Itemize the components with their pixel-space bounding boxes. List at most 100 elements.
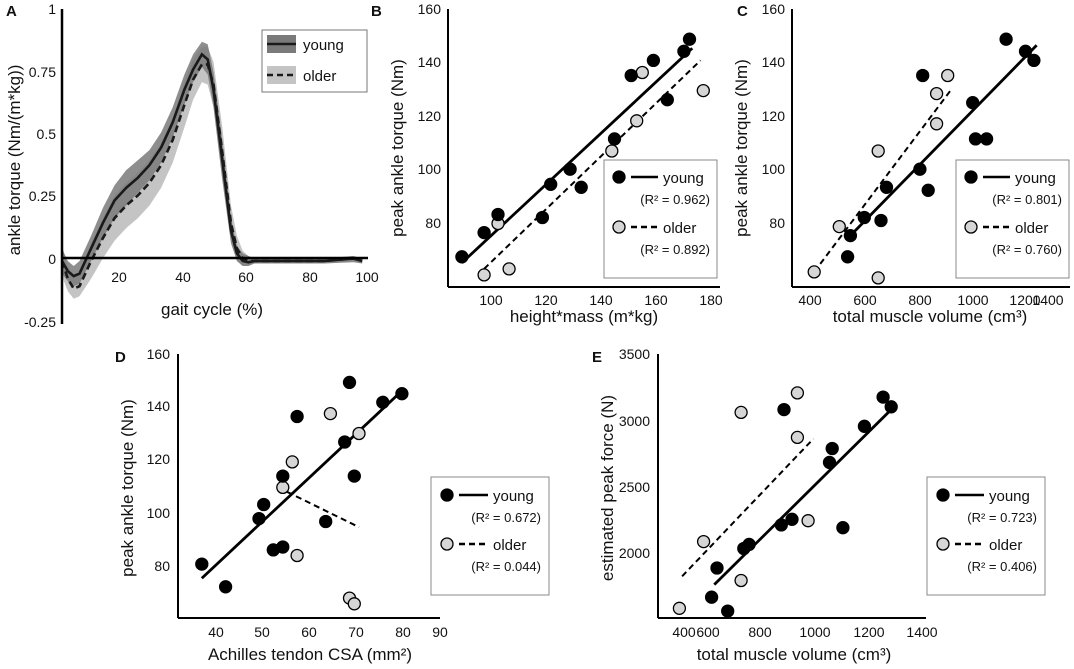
panel-d-series-layer xyxy=(195,375,409,611)
panel-e-young-point xyxy=(825,441,839,456)
panel-a-xtick-label: 100 xyxy=(355,269,379,285)
panel-e-young-point xyxy=(822,455,837,470)
panel-e-young-point xyxy=(710,561,724,575)
panel-a-xtick-label: 80 xyxy=(302,269,318,285)
panel-b-legend-young-marker xyxy=(612,170,626,184)
panel-c-xtick-label: 400 xyxy=(798,292,822,308)
panel-b-ytick-label: 160 xyxy=(418,1,442,17)
panel-a-ytick-label: 0.5 xyxy=(37,126,57,142)
panel-d-y-axis-label: peak ankle torque (Nm) xyxy=(118,399,137,577)
panel-d-ticks: 160 140 120 100 80 40 50 60 70 80 90 xyxy=(147,346,448,640)
panel-a-ticks: 1 0.75 0.5 0.25 0 -0.25 20 40 60 80 100 xyxy=(24,1,379,330)
panel-c-young-point xyxy=(843,228,858,243)
panel-b-ticks: 160 140 120 100 80 100 120 140 160 180 xyxy=(418,1,723,308)
panel-e-young-point xyxy=(777,402,791,417)
panel-e-young-fit-line xyxy=(713,408,893,586)
panel-c-older-point xyxy=(941,68,955,83)
panel-c-older-point xyxy=(929,86,944,101)
panel-a-ytick-label: -0.25 xyxy=(24,314,56,330)
panel-d-ytick-label: 100 xyxy=(147,505,171,521)
panel-b-young-point xyxy=(563,162,577,176)
panel-e-young-point xyxy=(742,537,756,552)
panel-b-legend: young (R² = 0.962) older (R² = 0.892) xyxy=(603,159,718,279)
panel-e-series-layer xyxy=(672,386,898,618)
panel-e-young-r2: (R² = 0.723) xyxy=(967,510,1037,525)
panel-e-young-point xyxy=(876,390,890,404)
panel-e-xtick-label: 600 xyxy=(696,624,720,640)
panel-e-young-point xyxy=(884,400,898,414)
panel-b-ytick-label: 80 xyxy=(425,215,441,231)
panel-c-ytick-label: 140 xyxy=(762,54,786,70)
panel-b-older-point xyxy=(635,65,649,80)
panel-c-young-point xyxy=(840,250,855,264)
panel-b-xtick-label: 140 xyxy=(589,292,613,308)
panel-c-older-point xyxy=(832,219,846,234)
panel-b-young-point xyxy=(574,180,588,194)
panel-e: E 3500 3000 2500 2000 400 600 800 1000 1… xyxy=(592,346,1046,664)
panel-a-legend: young older xyxy=(261,29,368,93)
panel-e-young-point xyxy=(774,518,788,532)
panel-b-older-r2: (R² = 0.892) xyxy=(640,242,710,257)
panel-e-y-axis-label: estimated peak force (N) xyxy=(598,395,617,581)
panel-d-older-point xyxy=(352,426,366,441)
panel-c-older-point xyxy=(871,144,885,158)
panel-c-young-r2: (R² = 0.801) xyxy=(992,192,1062,207)
panel-b-x-axis-label: height*mass (m*kg) xyxy=(510,307,658,326)
panel-e-ytick-label: 2000 xyxy=(619,545,650,561)
panel-e-ytick-label: 3000 xyxy=(619,413,650,429)
panel-e-label: E xyxy=(592,349,602,366)
panel-e-legend: young (R² = 0.723) older (R² = 0.406) xyxy=(926,476,1046,596)
panel-c-young-point xyxy=(857,210,871,225)
panel-c-young-point xyxy=(966,96,980,110)
panel-e-older-point xyxy=(672,601,687,615)
panel-c-young-point xyxy=(1027,53,1041,68)
panel-a-xtick-label: 40 xyxy=(175,269,191,285)
panel-d-xtick-label: 40 xyxy=(208,624,224,640)
panel-d-xtick-label: 90 xyxy=(432,624,448,640)
panel-b-young-point xyxy=(607,132,622,146)
panel-d-xtick-label: 70 xyxy=(348,624,364,640)
panel-e-young-point xyxy=(704,590,719,604)
panel-e-older-point xyxy=(734,573,748,588)
panel-c-young-point xyxy=(968,132,983,146)
panel-d-ytick-label: 120 xyxy=(147,451,171,467)
panel-a-series-layer xyxy=(60,41,363,299)
panel-b-young-point xyxy=(624,68,638,83)
panel-e-older-point xyxy=(790,430,805,445)
panel-b-young-point xyxy=(682,32,697,46)
panel-d: D 160 140 120 100 80 40 50 60 70 80 90 A… xyxy=(115,346,550,664)
panel-c-older-point xyxy=(929,117,944,131)
panel-d-legend-older-marker xyxy=(440,537,454,551)
panel-e-xtick-label: 1000 xyxy=(799,624,830,640)
panel-a-ytick-label: 0.75 xyxy=(29,64,56,80)
panel-d-older-point xyxy=(290,548,304,563)
panel-a-xtick-label: 60 xyxy=(238,269,254,285)
panel-c-young-point xyxy=(979,132,994,146)
panel-c-ytick-label: 120 xyxy=(762,108,786,124)
panel-a-young-band xyxy=(62,41,363,287)
panel-c-legend-older-marker xyxy=(964,220,978,234)
panel-b-ytick-label: 140 xyxy=(418,54,442,70)
panel-e-xtick-label: 1200 xyxy=(853,624,884,640)
panel-a-young-mean-line xyxy=(60,52,363,278)
panel-d-young-point xyxy=(347,469,361,483)
panel-b: B 160 140 120 100 80 100 120 140 160 180… xyxy=(371,1,723,326)
panel-c-young-point xyxy=(921,183,935,197)
panel-a-x-axis-label: gait cycle (%) xyxy=(161,300,263,319)
panel-b-young-point xyxy=(544,177,558,191)
panel-d-young-point xyxy=(276,469,290,483)
panel-e-legend-older-label: older xyxy=(989,537,1022,554)
panel-e-young-point xyxy=(857,419,872,433)
panel-e-older-point xyxy=(790,386,805,400)
panel-d-young-r2: (R² = 0.672) xyxy=(471,510,541,525)
panel-b-older-point xyxy=(477,268,491,282)
panel-b-young-point xyxy=(677,44,691,58)
panel-e-older-point xyxy=(801,514,815,528)
panel-d-xtick-label: 50 xyxy=(254,624,270,640)
panel-c-young-point xyxy=(916,68,930,83)
panel-d-ytick-label: 160 xyxy=(147,346,171,362)
panel-c-legend: young (R² = 0.801) older (R² = 0.760) xyxy=(955,159,1070,279)
panel-b-young-point xyxy=(477,225,491,240)
panel-b-legend-older-marker xyxy=(612,220,626,234)
